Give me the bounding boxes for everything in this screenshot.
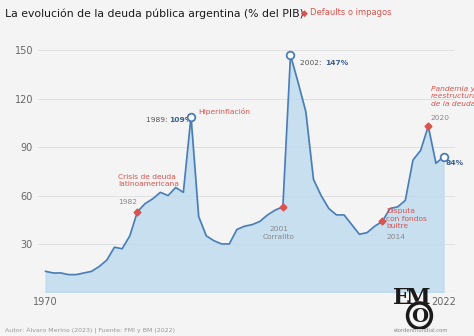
Text: Disputa
con fondos
buitre: Disputa con fondos buitre [386,208,427,229]
Text: E: E [393,287,410,309]
Text: 2001
Corralito: 2001 Corralito [263,226,295,240]
Text: M: M [405,287,430,309]
Text: Autor: Álvaro Merino (2023) | Fuente: FMI y BM (2022): Autor: Álvaro Merino (2023) | Fuente: FM… [5,326,175,333]
Text: Crisis de deuda
latinoamericana: Crisis de deuda latinoamericana [118,174,179,187]
Text: 2020: 2020 [430,115,449,121]
Text: 2002:: 2002: [300,60,324,66]
Text: 2014: 2014 [386,234,405,240]
Text: 1989:: 1989: [146,117,170,123]
Text: 109%: 109% [170,117,193,123]
Text: Defaults o impagos: Defaults o impagos [310,8,392,17]
Text: 1982: 1982 [118,199,137,205]
Text: elordenmundial.com: elordenmundial.com [393,328,448,333]
Text: 147%: 147% [325,60,348,66]
Text: 84%: 84% [446,160,464,166]
Text: Pandemia y
reestructuración
de la deuda: Pandemia y reestructuración de la deuda [430,86,474,107]
Text: La evolución de la deuda pública argentina (% del PIB): La evolución de la deuda pública argenti… [5,8,304,19]
Text: ◆: ◆ [301,8,308,17]
Text: Hiperinflación: Hiperinflación [199,108,251,115]
Text: O: O [411,307,428,326]
